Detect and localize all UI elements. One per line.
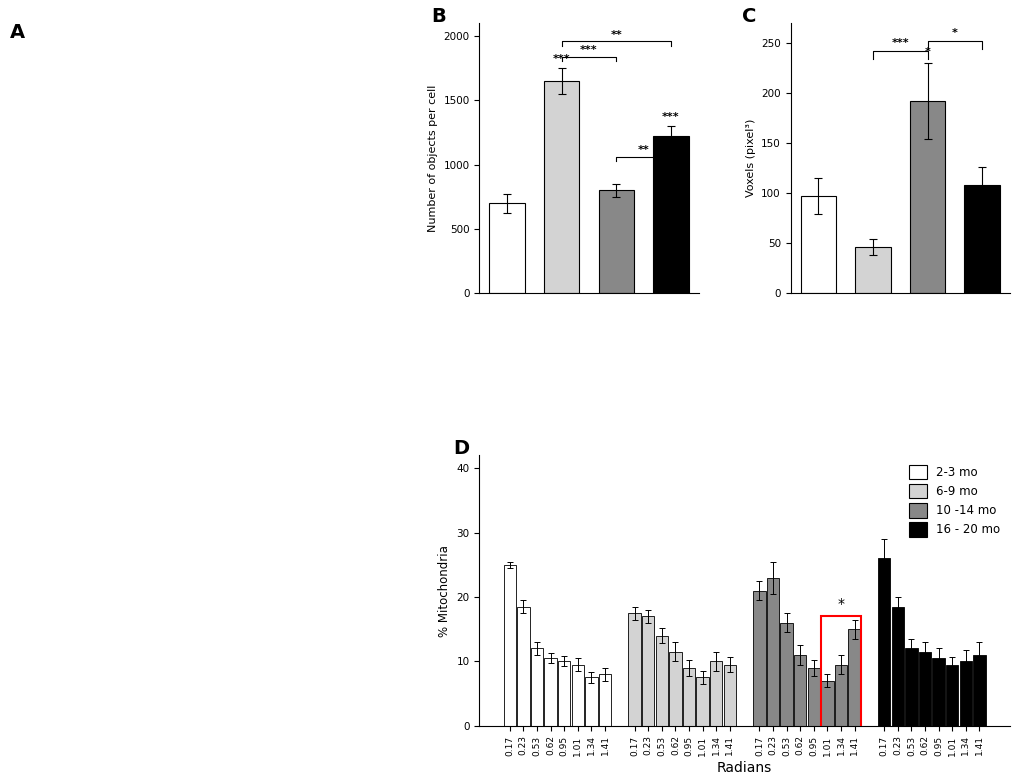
Bar bbox=[503, 565, 516, 726]
Bar bbox=[780, 623, 792, 726]
Bar bbox=[652, 137, 688, 293]
Bar bbox=[682, 668, 695, 726]
Bar bbox=[543, 81, 579, 293]
Bar bbox=[709, 662, 721, 726]
Text: D: D bbox=[452, 439, 469, 459]
Bar bbox=[557, 662, 570, 726]
Bar bbox=[517, 607, 529, 726]
Bar bbox=[834, 665, 847, 726]
Y-axis label: Number of objects per cell: Number of objects per cell bbox=[427, 85, 437, 232]
Bar bbox=[628, 613, 640, 726]
Text: ***: *** bbox=[552, 54, 570, 64]
Bar bbox=[793, 655, 806, 726]
Text: *: * bbox=[951, 28, 957, 38]
Text: *: * bbox=[837, 598, 844, 611]
Legend: 2-3 mo, 6-9 mo, 10 -14 mo, 16 - 20 mo: 2-3 mo, 6-9 mo, 10 -14 mo, 16 - 20 mo bbox=[905, 462, 1003, 540]
Bar bbox=[655, 635, 667, 726]
Bar bbox=[766, 577, 779, 726]
Bar bbox=[585, 678, 597, 726]
Text: ***: *** bbox=[580, 45, 597, 55]
Bar bbox=[931, 658, 944, 726]
Bar bbox=[918, 652, 930, 726]
Text: A: A bbox=[10, 23, 25, 42]
Bar bbox=[820, 616, 861, 727]
Bar bbox=[963, 185, 999, 293]
Bar bbox=[544, 658, 556, 726]
Bar bbox=[854, 247, 890, 293]
Text: **: ** bbox=[637, 145, 649, 155]
Bar bbox=[598, 191, 634, 293]
Bar bbox=[598, 674, 610, 726]
Bar bbox=[972, 655, 984, 726]
Y-axis label: Voxels (pixel³): Voxels (pixel³) bbox=[745, 119, 755, 198]
Bar bbox=[696, 678, 708, 726]
Bar bbox=[800, 196, 836, 293]
Bar bbox=[877, 558, 890, 726]
Text: ***: *** bbox=[661, 112, 679, 121]
Text: ***: *** bbox=[891, 38, 908, 48]
Bar bbox=[820, 681, 833, 726]
Bar bbox=[904, 648, 917, 726]
Bar bbox=[668, 652, 681, 726]
Bar bbox=[641, 616, 654, 726]
Bar bbox=[909, 101, 945, 293]
Bar bbox=[945, 665, 958, 726]
Bar bbox=[722, 665, 736, 726]
Bar bbox=[848, 629, 860, 726]
Text: **: ** bbox=[609, 29, 622, 39]
Bar bbox=[891, 607, 903, 726]
Text: B: B bbox=[431, 7, 445, 26]
Text: *: * bbox=[923, 47, 929, 57]
Bar bbox=[489, 203, 525, 293]
Text: C: C bbox=[742, 7, 756, 26]
Bar bbox=[571, 665, 584, 726]
Bar bbox=[807, 668, 819, 726]
Bar bbox=[959, 662, 971, 726]
Bar bbox=[752, 591, 765, 726]
Bar bbox=[530, 648, 543, 726]
X-axis label: Radians: Radians bbox=[716, 761, 771, 772]
Y-axis label: % Mitochondria: % Mitochondria bbox=[437, 544, 450, 637]
